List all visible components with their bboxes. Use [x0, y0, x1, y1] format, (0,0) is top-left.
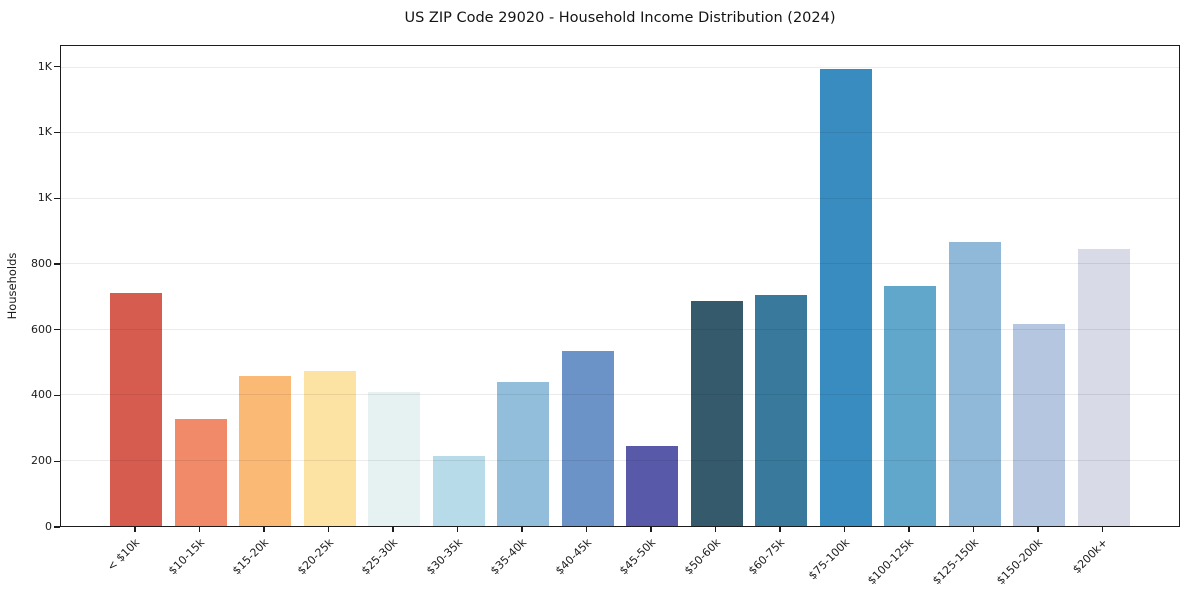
x-tick-mark [134, 527, 136, 532]
y-tick-label: 1K [37, 125, 52, 139]
chart-title: US ZIP Code 29020 - Household Income Dis… [404, 10, 836, 26]
gridline [61, 66, 1179, 68]
bar--10k [110, 293, 162, 526]
bar--75-100k [819, 68, 872, 526]
x-tick-mark [650, 527, 652, 532]
bar--45-50k [626, 445, 678, 526]
x-tick-mark [521, 527, 523, 532]
gridline [61, 197, 1179, 199]
gridline [61, 263, 1179, 265]
bar--15-20k [239, 376, 291, 526]
x-tick-mark [392, 527, 394, 532]
y-tick-label: 1K [37, 59, 52, 73]
y-tick-label: 200 [31, 454, 52, 468]
x-tick-mark [972, 527, 975, 532]
y-tick-label: 1K [37, 191, 52, 205]
x-tick-mark [1101, 527, 1104, 532]
y-tick-mark [54, 460, 60, 462]
gridline [61, 328, 1179, 330]
x-tick-mark [263, 527, 265, 532]
bar--50-60k [690, 300, 743, 526]
y-tick-mark [54, 197, 60, 199]
bar--10-15k [174, 418, 227, 526]
bar--100-125k [884, 286, 936, 526]
y-tick-label: 400 [31, 388, 52, 402]
x-tick-label: < $10k [104, 536, 143, 574]
bar--30-35k [432, 455, 485, 526]
y-tick-mark [54, 65, 60, 68]
bar--150-200k [1013, 323, 1065, 526]
x-tick-mark [327, 527, 330, 532]
y-tick-mark [54, 394, 60, 397]
y-tick-mark [54, 131, 60, 134]
gridline [61, 132, 1179, 134]
bar--25-30k [368, 391, 420, 526]
x-tick-mark [843, 527, 846, 532]
y-tick-label: 800 [31, 256, 52, 270]
y-tick-label: 0 [45, 520, 52, 533]
x-tick-mark [1037, 527, 1039, 532]
plot-area [60, 45, 1180, 527]
y-tick-mark [54, 526, 60, 528]
x-tick-mark [585, 527, 588, 532]
x-tick-mark [908, 527, 910, 532]
bar--40-45k [561, 350, 614, 526]
gridline [61, 459, 1179, 461]
gridline [61, 394, 1179, 396]
y-tick-mark [54, 329, 60, 331]
x-tick-mark [714, 527, 717, 532]
x-tick-mark [779, 527, 781, 532]
x-tick-mark [456, 527, 459, 532]
bar--200k+ [1077, 249, 1130, 526]
bar--35-40k [497, 381, 549, 526]
bar--125-150k [948, 241, 1001, 526]
x-tick-mark [198, 527, 201, 532]
y-tick-label: 600 [31, 322, 52, 336]
bar--60-75k [755, 294, 807, 526]
y-tick-mark [54, 263, 60, 265]
bar--20-25k [303, 371, 356, 526]
